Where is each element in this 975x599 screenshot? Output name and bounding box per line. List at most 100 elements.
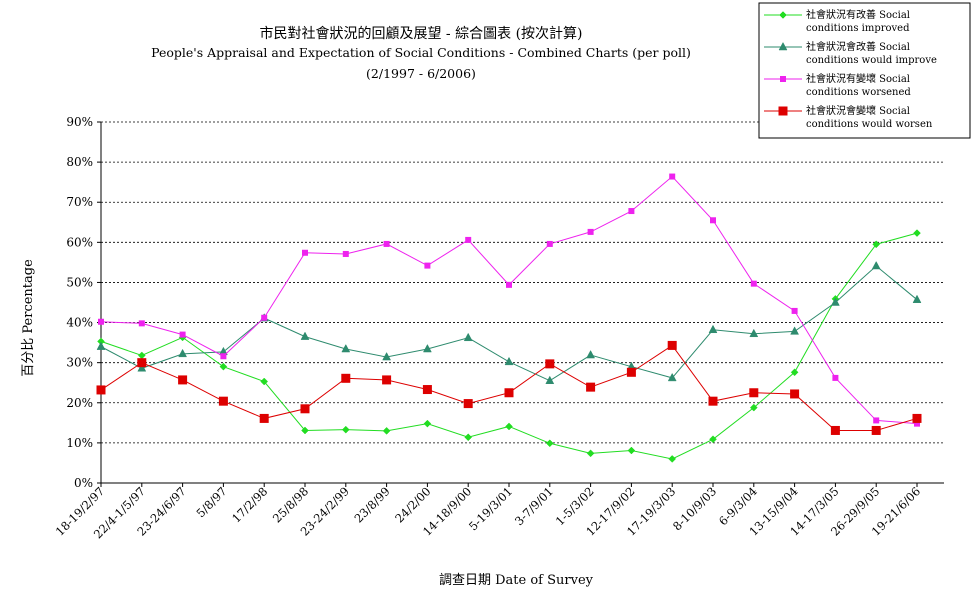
data-point xyxy=(422,385,432,395)
legend-label-line1: 社會狀況有改善 Social xyxy=(806,8,910,21)
axes xyxy=(97,121,944,487)
data-point xyxy=(382,375,392,385)
data-point xyxy=(750,280,757,287)
data-point xyxy=(586,382,596,392)
data-point xyxy=(341,425,350,434)
data-point xyxy=(830,297,840,306)
data-point xyxy=(301,426,309,435)
data-point xyxy=(545,375,555,384)
series-3 xyxy=(98,173,920,427)
legend-label-line1: 社會狀況會變壞 Social xyxy=(806,104,910,117)
data-point xyxy=(219,362,228,371)
data-point xyxy=(300,404,310,414)
data-point xyxy=(382,427,391,435)
y-tick-label: 60% xyxy=(66,235,93,249)
data-point xyxy=(137,358,147,368)
data-point xyxy=(504,388,514,398)
data-point xyxy=(505,422,513,431)
x-tick-label: 5-19/3/01 xyxy=(466,484,515,533)
chart-subtitle: People's Appraisal and Expectation of So… xyxy=(151,45,691,60)
data-point xyxy=(179,331,186,338)
data-point xyxy=(708,324,718,334)
data-point xyxy=(709,435,717,444)
legend: 社會狀況有改善 Social conditions improved 社會狀況會改善… xyxy=(758,2,971,139)
data-point xyxy=(626,367,636,377)
chart-title: 市民對社會狀況的回顧及展望 - 綜合圖表 (按次計算) xyxy=(259,25,582,42)
series-4 xyxy=(96,340,922,435)
data-point xyxy=(259,413,269,423)
data-point xyxy=(423,419,432,428)
data-point xyxy=(218,396,228,406)
data-point xyxy=(749,388,759,398)
legend-entry: 社會狀況會變壞 Social conditions would worsen xyxy=(764,104,933,130)
data-point xyxy=(790,389,800,399)
y-tick-label: 40% xyxy=(66,316,93,330)
data-point xyxy=(749,403,758,412)
series-2 xyxy=(96,260,922,384)
legend-label-line2: conditions would improve xyxy=(806,55,937,66)
data-point xyxy=(463,332,473,342)
data-point xyxy=(912,413,922,423)
y-tick-label: 70% xyxy=(66,195,93,209)
data-point xyxy=(96,385,106,395)
x-tick-label: 3-7/9/01 xyxy=(512,484,556,528)
legend-entry: 社會狀況有變壞 Social conditions worsened xyxy=(764,72,911,98)
data-point xyxy=(627,446,636,455)
x-tick-label: 23/8/99 xyxy=(351,484,392,525)
data-point xyxy=(137,363,147,372)
legend-label-line2: conditions worsened xyxy=(806,87,911,98)
data-point xyxy=(546,240,553,247)
x-tick-label: 5/8/97 xyxy=(193,484,229,520)
data-point xyxy=(587,228,594,235)
data-point xyxy=(914,420,920,427)
y-axis-label: 百分比 Percentage xyxy=(21,259,36,377)
series-1 xyxy=(97,229,921,463)
chart-titles: 市民對社會狀況的回顧及展望 - 綜合圖表 (按次計算) People's App… xyxy=(151,25,691,81)
data-point xyxy=(668,455,677,463)
data-point xyxy=(96,341,106,350)
data-point xyxy=(669,173,676,180)
data-point xyxy=(382,352,392,361)
data-point xyxy=(261,314,268,321)
data-point xyxy=(667,372,677,382)
data-point xyxy=(178,375,188,385)
x-axis-label: 調查日期 Date of Survey xyxy=(439,573,594,588)
data-point xyxy=(586,350,596,359)
data-point xyxy=(465,236,472,243)
legend-label-line1: 社會狀況有變壞 Social xyxy=(806,72,910,85)
legend-marker xyxy=(780,76,786,82)
data-point xyxy=(302,249,308,256)
y-tick-label: 10% xyxy=(66,436,93,450)
chart-period: (2/1997 - 6/2006) xyxy=(366,66,476,81)
data-point xyxy=(545,359,555,369)
y-tick-label: 0% xyxy=(74,476,93,490)
legend-label-line1: 社會狀況會改善 Social xyxy=(806,40,910,53)
data-point xyxy=(872,240,881,249)
x-tick-label: 8-10/9/03 xyxy=(670,484,719,533)
data-point xyxy=(464,433,473,442)
data-point xyxy=(873,417,880,424)
data-point xyxy=(790,368,799,377)
series-line xyxy=(100,175,918,425)
data-point xyxy=(912,294,922,303)
data-point xyxy=(545,439,554,448)
y-tick-label: 80% xyxy=(66,155,93,169)
data-point xyxy=(422,343,432,353)
data-point xyxy=(341,373,351,383)
data-point xyxy=(832,374,839,381)
legend-marker xyxy=(778,41,788,51)
data-point xyxy=(708,396,718,406)
data-point xyxy=(137,351,146,360)
data-point xyxy=(913,229,921,237)
x-tick-label: 17/2/98 xyxy=(229,484,270,525)
data-point xyxy=(463,399,473,409)
data-point xyxy=(667,340,677,350)
data-point xyxy=(504,356,514,366)
data-point xyxy=(506,281,512,288)
y-tick-label: 50% xyxy=(66,275,93,289)
data-point xyxy=(628,208,635,215)
legend-label-line2: conditions would worsen xyxy=(806,119,933,130)
data-point xyxy=(178,348,188,358)
